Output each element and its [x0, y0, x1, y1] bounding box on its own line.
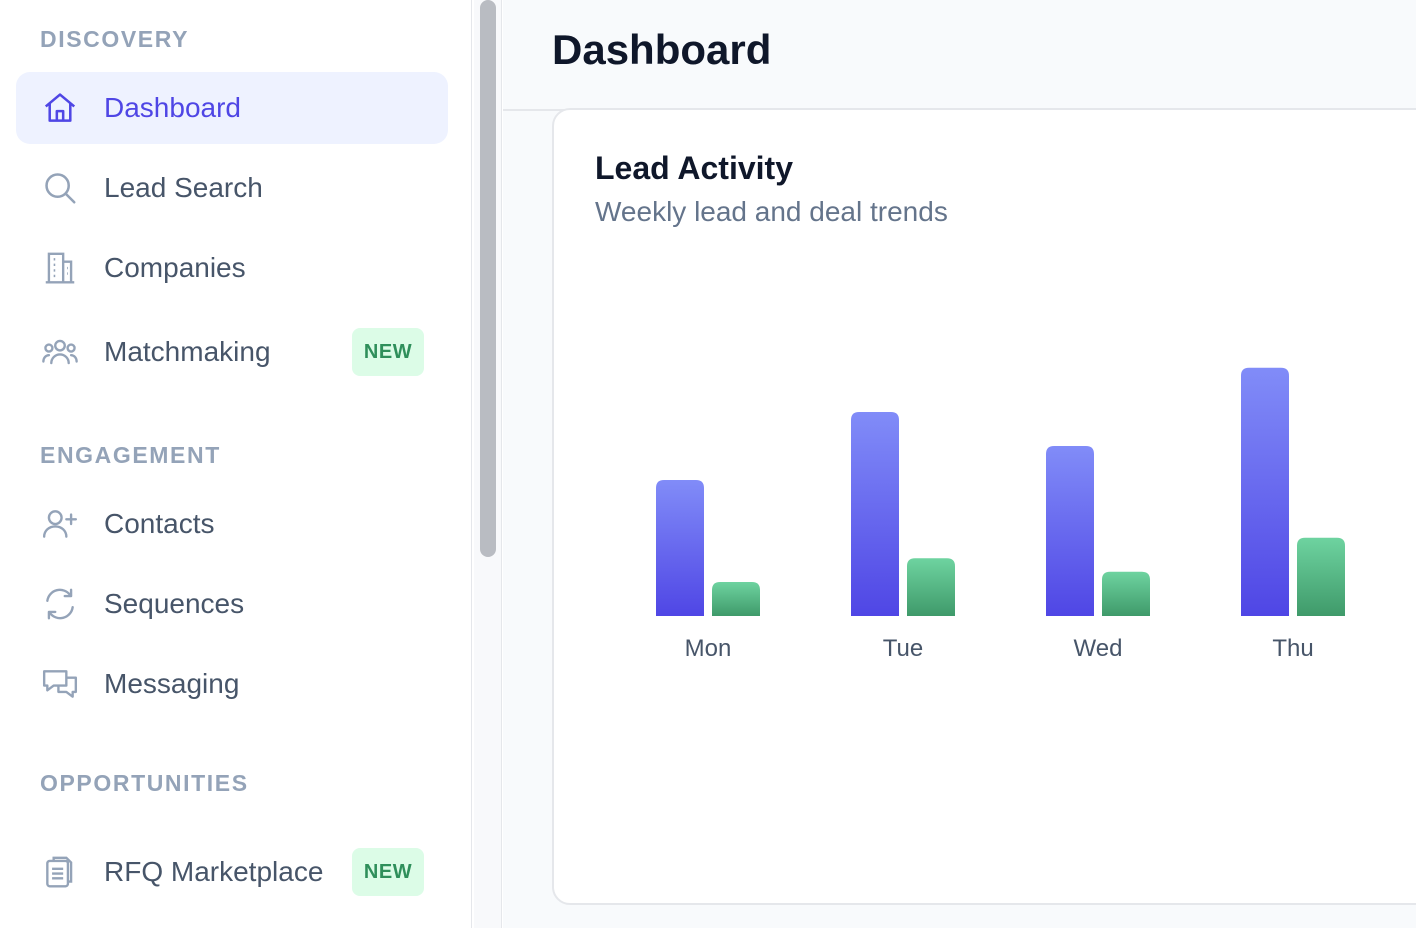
section-label-engagement: ENGAGEMENT	[40, 442, 221, 468]
sidebar-item-companies[interactable]: Companies	[16, 232, 448, 304]
sidebar-item-label: Matchmaking	[104, 336, 271, 367]
sidebar-item-label: Contacts	[104, 508, 215, 539]
sidebar-item-lead-search[interactable]: Lead Search	[16, 152, 448, 224]
leads-bar-mon	[656, 480, 704, 616]
sidebar-item-dashboard[interactable]: Dashboard	[16, 72, 448, 144]
section-label-discovery: DISCOVERY	[40, 26, 190, 52]
sidebar-item-label: Dashboard	[104, 92, 241, 123]
sidebar-item-messaging[interactable]: Messaging	[16, 648, 448, 720]
users-group-icon	[40, 332, 80, 372]
x-tick-label: Tue	[883, 635, 923, 662]
sidebar-item-label: Companies	[104, 252, 246, 283]
sidebar-item-label: Messaging	[104, 668, 240, 699]
deals-bar-wed	[1102, 571, 1150, 616]
chat-bubbles-icon	[40, 664, 80, 704]
sidebar-item-matchmaking[interactable]: Matchmaking NEW	[16, 316, 448, 388]
leads-bar-wed	[1046, 446, 1094, 616]
user-plus-icon	[40, 504, 80, 544]
main-content: Dashboard Lead Activity Weekly lead and …	[503, 0, 1416, 928]
sidebar-scrollbar[interactable]	[474, 0, 502, 928]
card-title: Lead Activity	[595, 150, 793, 186]
sidebar-item-label: Sequences	[104, 588, 245, 619]
sidebar-item-sequences[interactable]: Sequences	[16, 568, 448, 640]
building-icon	[40, 248, 80, 288]
sidebar-item-rfq-marketplace[interactable]: RFQ Marketplace NEW	[16, 830, 448, 914]
section-label-opportunities: OPPORTUNITIES	[40, 770, 249, 796]
refresh-icon	[40, 584, 80, 624]
clipboard-icon	[40, 852, 80, 892]
sidebar: DISCOVERY Dashboard Lead Search Companie…	[0, 0, 472, 928]
sidebar-item-label: Lead Search	[104, 172, 263, 203]
search-icon	[40, 168, 80, 208]
x-tick-label: Thu	[1272, 635, 1313, 662]
deals-bar-thu	[1297, 537, 1345, 616]
leads-bar-thu	[1241, 367, 1289, 616]
deals-bar-mon	[712, 582, 760, 616]
sidebar-item-contacts[interactable]: Contacts	[16, 488, 448, 560]
sidebar-item-label: RFQ Marketplace	[104, 856, 324, 887]
new-badge: NEW	[352, 848, 424, 896]
page-title: Dashboard	[552, 26, 772, 73]
lead-activity-chart: Mon Tue Wed Thu	[656, 367, 1345, 662]
card-subtitle: Weekly lead and deal trends	[595, 196, 948, 227]
x-tick-label: Mon	[685, 635, 732, 662]
x-tick-label: Wed	[1074, 635, 1123, 662]
deals-bar-tue	[907, 558, 955, 616]
leads-bar-tue	[851, 412, 899, 616]
lead-activity-card: Lead Activity Weekly lead and deal trend…	[552, 108, 1416, 905]
page-header: Dashboard	[503, 0, 1416, 111]
scrollbar-thumb[interactable]	[480, 0, 496, 557]
home-icon	[40, 88, 80, 128]
new-badge: NEW	[352, 328, 424, 376]
